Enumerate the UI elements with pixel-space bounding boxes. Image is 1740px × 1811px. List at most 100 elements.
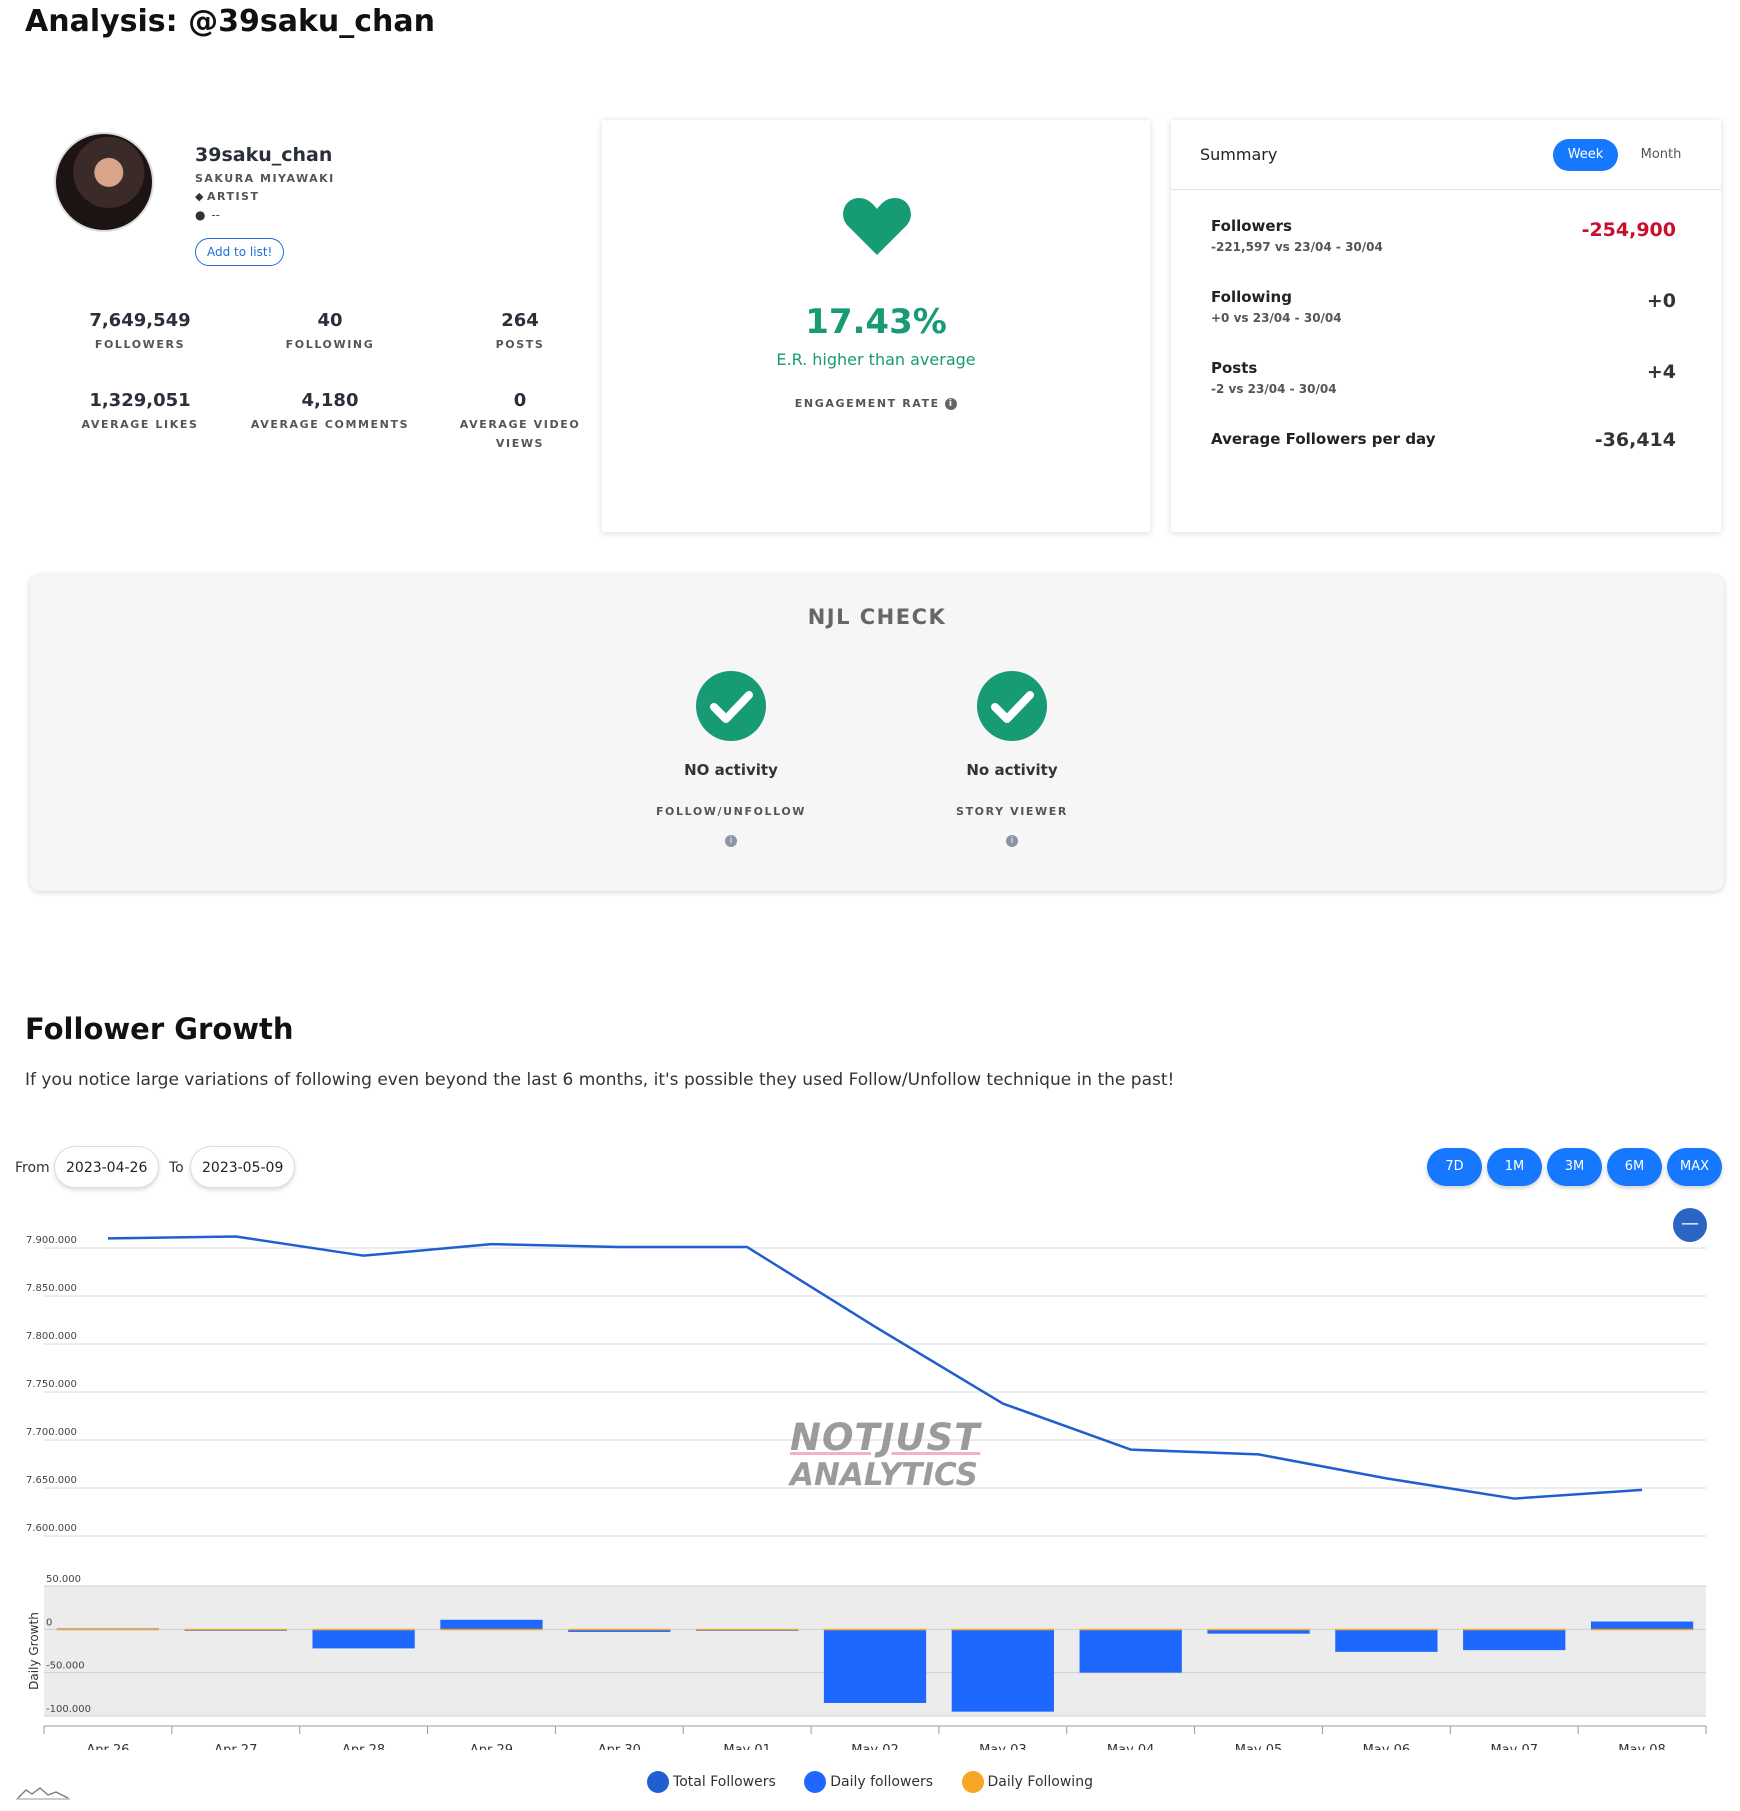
daily-following-bar [696, 1628, 799, 1631]
x-tick-label: May 01 [723, 1743, 771, 1750]
engagement-card: 17.43% E.R. higher than average ENGAGEME… [602, 120, 1150, 532]
category-label: ARTIST [206, 190, 260, 203]
y-tick-label: 7.750.000 [26, 1379, 77, 1390]
summary-row-name: Following [1211, 288, 1292, 306]
stat-label: POSTS [495, 338, 545, 351]
profile-real-name: SAKURA MIYAWAKI [195, 172, 335, 185]
summary-row-posts: Posts -2 vs 23/04 - 30/04 +4 [1211, 359, 1676, 396]
stat-value: 0 [513, 390, 527, 411]
growth-description: If you notice large variations of follow… [25, 1070, 1175, 1090]
y-tick-label: -50.000 [46, 1661, 85, 1672]
njl-item-follow-unfollow: NO activity FOLLOW/UNFOLLOW i [621, 671, 841, 849]
stat-average-likes: 1,329,051 AVERAGE LIKES [55, 390, 225, 434]
x-tick-label: May 02 [851, 1743, 899, 1750]
daily-followers-bar [312, 1629, 415, 1649]
daily-following-bar [312, 1628, 415, 1631]
legend-item-total-followers[interactable]: Total Followers [647, 1771, 776, 1793]
info-icon[interactable]: i [1006, 834, 1018, 847]
summary-header: Summary Week Month [1171, 120, 1721, 190]
stat-label: AVERAGE VIDEO VIEWS [459, 418, 581, 450]
stat-value: 4,180 [301, 390, 359, 411]
location-label: -- [211, 208, 220, 222]
follower-growth-chart: 7.900.000 7.850.000 7.800.000 7.750.000 7.70… [26, 1235, 1707, 1750]
watermark-logo: NOTJUST ANALYTICS [790, 1418, 979, 1493]
x-tick-label: May 06 [1363, 1743, 1411, 1750]
summary-row-name: Posts [1211, 359, 1258, 377]
avatar[interactable] [54, 132, 154, 232]
add-to-list-button[interactable]: Add to list! [195, 238, 285, 266]
summary-row-sub: +0 vs 23/04 - 30/04 [1211, 311, 1342, 325]
to-label: To [169, 1160, 184, 1176]
stat-label: AVERAGE LIKES [81, 418, 199, 431]
daily-following-bar [1590, 1628, 1694, 1631]
legend-swatch [961, 1771, 984, 1793]
range-1m-button[interactable]: 1M [1487, 1148, 1542, 1186]
info-icon[interactable]: i [725, 834, 737, 847]
stat-value: 40 [317, 310, 343, 331]
from-date-input[interactable]: 2023-04-26 [54, 1146, 160, 1188]
njl-label: STORY VIEWER [956, 805, 1068, 818]
y-tick-label: 7.700.000 [26, 1427, 77, 1438]
daily-followers-bar [440, 1619, 543, 1630]
y-tick-label: 50.000 [46, 1574, 81, 1585]
chart-legend: Total Followers Daily followers Daily Fo… [0, 1771, 1740, 1793]
month-toggle-button[interactable]: Month [1640, 147, 1682, 162]
daily-following-bar [440, 1628, 543, 1631]
daily-followers-bar [1590, 1621, 1694, 1630]
stat-label: AVERAGE COMMENTS [250, 418, 410, 431]
daily-following-bar [1079, 1628, 1182, 1631]
daily-following-bar [1207, 1628, 1310, 1631]
stat-label: FOLLOWERS [94, 338, 186, 351]
stat-average-video-views: 0 AVERAGE VIDEO VIEWS [425, 390, 615, 453]
y-tick-label: -100.000 [46, 1704, 91, 1715]
check-circle-icon [696, 671, 766, 741]
zoom-out-button[interactable]: — [1673, 1208, 1707, 1242]
location-pin-icon: ● [195, 208, 206, 222]
range-7d-button[interactable]: 7D [1427, 1148, 1482, 1186]
y-tick-label: 7.900.000 [26, 1235, 77, 1246]
njl-status: No activity [966, 761, 1058, 779]
tag-icon: ◆ [195, 190, 205, 203]
legend-label: Total Followers [673, 1774, 776, 1790]
minus-icon: — [1681, 1213, 1699, 1234]
summary-row-sub: -2 vs 23/04 - 30/04 [1211, 382, 1337, 396]
navigator-icon[interactable] [16, 1784, 70, 1800]
y-tick-label: 7.800.000 [26, 1331, 77, 1342]
summary-row-sub: -221,597 vs 23/04 - 30/04 [1211, 240, 1383, 254]
daily-following-bar [823, 1628, 927, 1631]
legend-swatch [804, 1771, 827, 1793]
stat-value: 264 [501, 310, 539, 331]
profile-username: 39saku_chan [195, 144, 333, 166]
summary-row-name: Followers [1211, 217, 1292, 235]
engagement-rate-value: 17.43% [805, 302, 947, 342]
njl-title: NJL CHECK [807, 605, 947, 629]
range-3m-button[interactable]: 3M [1547, 1148, 1602, 1186]
summary-row-value: +4 [1646, 361, 1676, 383]
legend-item-daily-followers[interactable]: Daily followers [804, 1771, 933, 1793]
njl-check-panel: NJL CHECK NO activity FOLLOW/UNFOLLOW i … [30, 575, 1724, 891]
summary-row-following: Following +0 vs 23/04 - 30/04 +0 [1211, 288, 1676, 325]
daily-followers-bar [1079, 1629, 1182, 1673]
range-max-button[interactable]: MAX [1667, 1148, 1722, 1186]
njl-label: FOLLOW/UNFOLLOW [655, 805, 807, 818]
to-date-input[interactable]: 2023-05-09 [190, 1146, 296, 1188]
week-toggle-button[interactable]: Week [1553, 139, 1618, 171]
stat-average-comments: 4,180 AVERAGE COMMENTS [245, 390, 415, 434]
x-tick-label: Apr 26 [86, 1743, 129, 1750]
page-title: Analysis: @39saku_chan [25, 4, 435, 39]
daily-followers-bar [823, 1629, 927, 1703]
daily-followers-bar [1207, 1629, 1310, 1634]
profile-category: ◆ ARTIST [195, 190, 259, 203]
daily-following-bar [1335, 1628, 1438, 1631]
profile-location: ● -- [195, 208, 220, 222]
njl-item-story-viewer: No activity STORY VIEWER i [902, 671, 1122, 849]
x-tick-label: Apr 27 [214, 1743, 257, 1750]
x-tick-label: Apr 30 [598, 1743, 641, 1750]
info-icon[interactable]: i [945, 398, 958, 410]
x-tick-label: May 08 [1618, 1743, 1666, 1750]
range-6m-button[interactable]: 6M [1607, 1148, 1662, 1186]
legend-item-daily-following[interactable]: Daily Following [961, 1771, 1093, 1793]
summary-title: Summary [1200, 145, 1278, 164]
daily-followers-bar [951, 1629, 1054, 1712]
daily-following-bar [951, 1628, 1054, 1631]
